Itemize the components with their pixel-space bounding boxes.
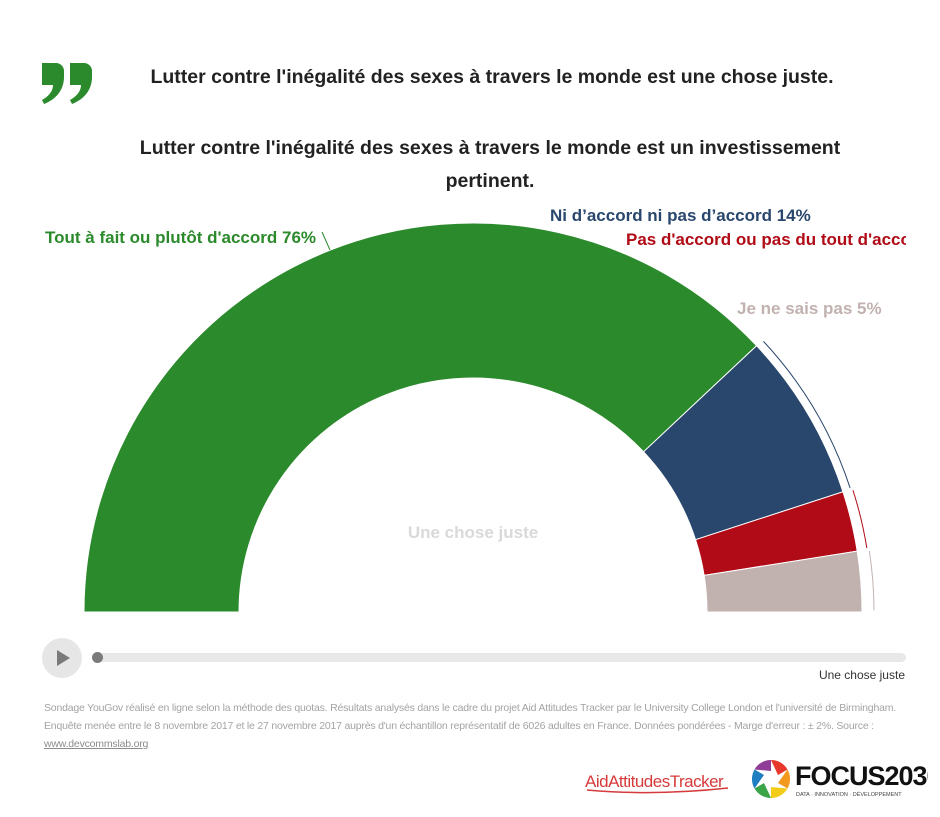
slice-label-1: Ni d’accord ni pas d’accord 14% bbox=[550, 206, 811, 225]
slice-3[interactable] bbox=[703, 550, 863, 613]
headline: Lutter contre l'inégalité des sexes à tr… bbox=[150, 66, 834, 88]
quote-icon bbox=[42, 63, 92, 104]
center-label: Une chose juste bbox=[408, 523, 538, 542]
source-footnote: Sondage YouGov réalisé en ligne selon la… bbox=[44, 699, 928, 753]
slice-label-2: Pas d'accord ou pas du tout d'accord 5% bbox=[626, 230, 940, 249]
focus2030-aperture-icon bbox=[751, 759, 791, 799]
aat-logo-text: AidAttitudesTracker bbox=[585, 772, 724, 791]
timeline-track[interactable] bbox=[94, 653, 906, 662]
chart-subtitle: Lutter contre l'inégalité des sexes à tr… bbox=[139, 137, 841, 192]
semi-donut-chart: Tout à fait ou plutôt d'accord 76% Ni d’a… bbox=[45, 206, 940, 613]
connector-1 bbox=[763, 341, 851, 488]
play-icon bbox=[57, 650, 70, 666]
footnote-text: Sondage YouGov réalisé en ligne selon la… bbox=[44, 702, 896, 732]
timeline-handle[interactable] bbox=[92, 652, 103, 663]
focus2030-logo: FOCUS2030 DATA · INNOVATION · DÉVELOPPEM… bbox=[751, 759, 928, 799]
timeline-player bbox=[42, 638, 906, 678]
connector-3 bbox=[868, 550, 875, 611]
slice-label-0: Tout à fait ou plutôt d'accord 76% bbox=[45, 228, 316, 247]
slice-label-3: Je ne sais pas 5% bbox=[737, 299, 882, 318]
connector-2 bbox=[852, 490, 868, 549]
focus2030-logo-text: FOCUS2030 bbox=[795, 761, 928, 791]
timeline-step-label: Une chose juste bbox=[818, 668, 905, 682]
slice-0[interactable] bbox=[83, 222, 758, 613]
aid-attitudes-tracker-logo: AidAttitudesTracker bbox=[585, 772, 729, 794]
connector-0 bbox=[321, 231, 331, 251]
play-button[interactable] bbox=[42, 638, 82, 678]
focus2030-tagline: DATA · INNOVATION · DÉVELOPPEMENT bbox=[796, 791, 902, 798]
source-link[interactable]: www.devcommslab.org bbox=[44, 738, 149, 750]
